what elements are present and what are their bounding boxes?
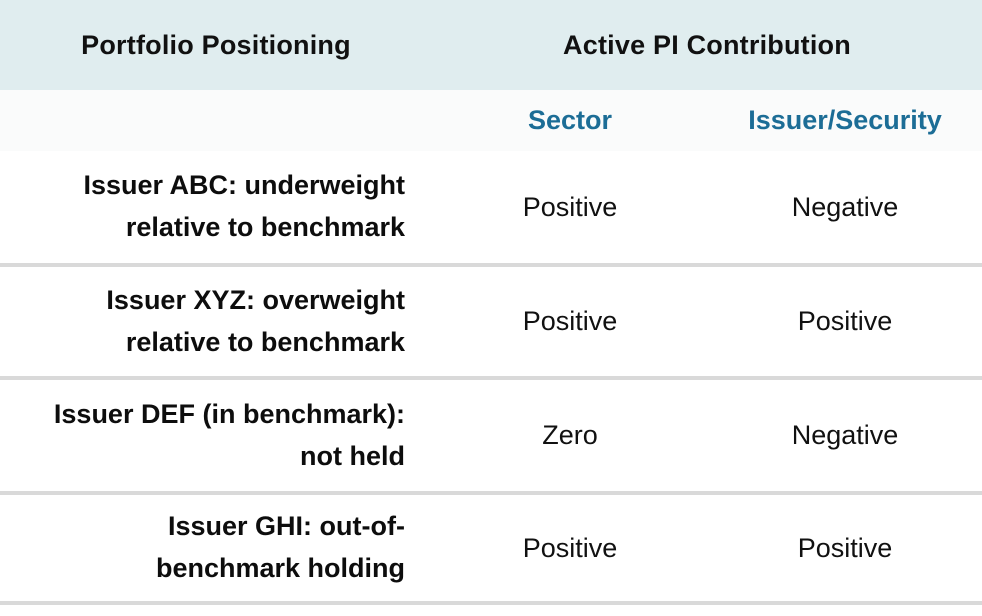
row-divider	[0, 601, 982, 605]
row-divider	[0, 376, 982, 380]
row-label-issuer-xyz: Issuer XYZ: overweight relative to bench…	[0, 267, 432, 376]
row-label-line: not held	[300, 440, 405, 471]
table-row: Issuer ABC: underweight relative to benc…	[0, 151, 982, 263]
issuer-security-value: Positive	[797, 532, 893, 563]
table-row: Issuer GHI: out-of- benchmark holding Po…	[0, 495, 982, 601]
subheader-issuer-security: Issuer/Security	[748, 105, 942, 135]
column-header-portfolio-positioning: Portfolio Positioning	[81, 29, 351, 60]
issuer-security-value: Positive	[797, 306, 893, 336]
table-row: Issuer XYZ: overweight relative to bench…	[0, 267, 982, 376]
row-label-line: Issuer GHI: out-of-	[168, 511, 405, 542]
subheader-sector: Sector	[527, 105, 613, 135]
sector-value: Positive	[522, 306, 618, 336]
table-row: Issuer DEF (in benchmark): not held Zero…	[0, 380, 982, 491]
row-label-issuer-def: Issuer DEF (in benchmark): not held	[0, 380, 432, 491]
row-divider	[0, 263, 982, 267]
row-label-line: Issuer ABC: underweight	[83, 170, 405, 201]
row-label-issuer-ghi: Issuer GHI: out-of- benchmark holding	[0, 495, 432, 601]
issuer-security-value: Negative	[791, 420, 899, 450]
bottom-margin	[0, 605, 982, 616]
column-header-active-pi-contribution: Active PI Contribution	[563, 29, 851, 60]
table-header-row: Portfolio Positioning Active PI Contribu…	[0, 0, 982, 90]
sector-value: Zero	[542, 420, 598, 450]
row-label-line: relative to benchmark	[125, 212, 405, 242]
row-label-line: benchmark holding	[155, 553, 405, 583]
issuer-security-value: Negative	[791, 191, 899, 222]
row-divider	[0, 491, 982, 495]
sector-value: Positive	[522, 532, 618, 563]
sector-value: Positive	[522, 191, 618, 222]
table-subheader-row: Sector Issuer/Security	[0, 90, 982, 151]
subheader-spacer	[0, 90, 432, 151]
row-label-line: relative to benchmark	[125, 326, 405, 357]
row-label-line: Issuer XYZ: overweight	[106, 284, 405, 315]
row-label-line: Issuer DEF (in benchmark):	[53, 398, 405, 429]
row-label-issuer-abc: Issuer ABC: underweight relative to benc…	[0, 151, 432, 263]
